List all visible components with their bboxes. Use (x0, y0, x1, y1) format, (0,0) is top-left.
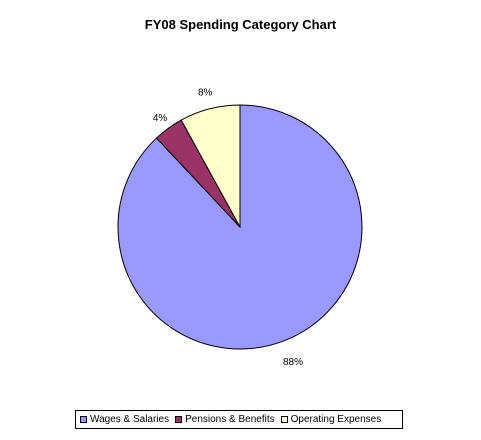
pie-slice-operating (180, 104, 241, 228)
legend-label-wages: Wages & Salaries (90, 414, 170, 425)
legend-label-operating: Operating Expenses (290, 414, 382, 425)
slice-label-pensions: 4% (153, 113, 168, 124)
legend-label-pensions: Pensions & Benefits (185, 414, 275, 425)
legend-swatch-wages (80, 416, 87, 423)
legend-item-operating: Operating Expenses (280, 414, 382, 425)
slice-label-operating: 8% (198, 87, 213, 98)
legend-item-pensions: Pensions & Benefits (175, 414, 275, 425)
slice-label-wages: 88% (283, 357, 303, 368)
chart-title: FY08 Spending Category Chart (144, 17, 337, 32)
legend-swatch-operating (280, 416, 288, 423)
legend: Wages & Salaries Pensions & Benefits Ope… (75, 410, 403, 429)
legend-swatch-pensions (175, 416, 183, 423)
legend-item-wages: Wages & Salaries (80, 414, 169, 425)
